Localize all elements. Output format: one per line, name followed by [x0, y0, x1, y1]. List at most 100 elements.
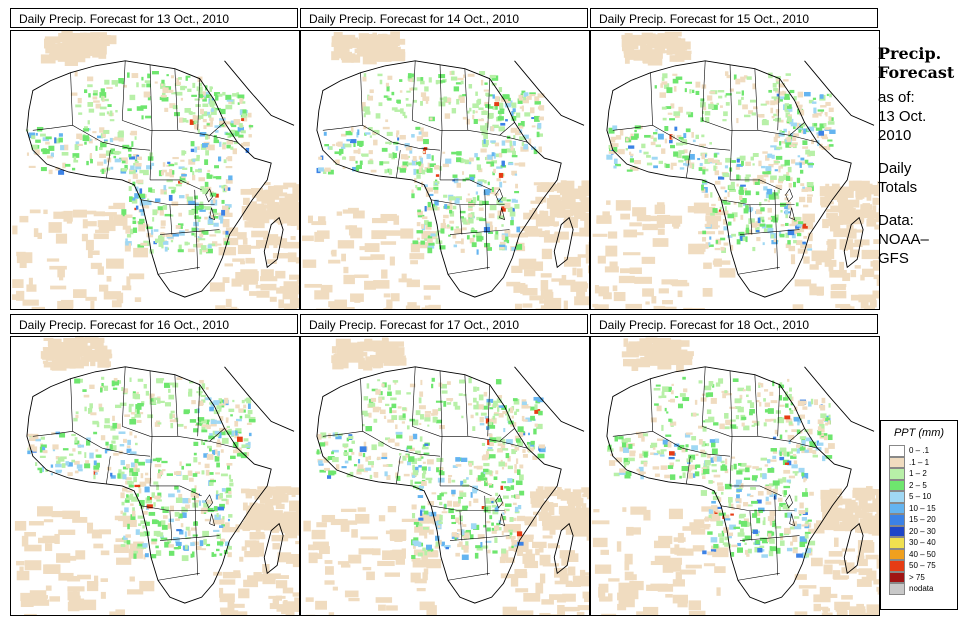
rain-cell	[843, 516, 857, 522]
rain-cell	[207, 219, 213, 225]
rain-cell	[235, 428, 242, 432]
rain-cell	[145, 390, 150, 396]
rain-cell	[788, 245, 796, 252]
rain-cell	[523, 96, 527, 101]
rain-cell	[358, 33, 369, 43]
rain-cell	[55, 463, 62, 468]
rain-cell	[729, 189, 736, 192]
rain-cell	[763, 228, 769, 233]
rain-cell	[837, 191, 848, 203]
rain-cell	[214, 431, 220, 435]
rain-cell	[497, 498, 502, 503]
rain-cell	[42, 535, 59, 544]
rain-cell	[463, 74, 466, 78]
rain-cell	[784, 209, 789, 215]
rain-cell	[206, 111, 210, 116]
rain-cell	[90, 300, 95, 309]
rain-cell	[739, 513, 746, 518]
rain-cell	[169, 103, 176, 109]
rain-cell	[455, 457, 461, 462]
rain-cell	[368, 455, 372, 460]
rain-cell	[101, 382, 104, 388]
rain-cell	[767, 153, 773, 158]
rain-cell	[87, 120, 90, 125]
rain-cell	[467, 403, 472, 406]
rain-cell	[550, 200, 564, 210]
rain-cell	[178, 244, 182, 250]
rain-cell	[420, 510, 423, 516]
rain-cell	[201, 470, 205, 475]
rain-cell	[134, 193, 139, 199]
rain-cell	[489, 204, 497, 211]
rain-cell	[745, 174, 751, 177]
rain-cell	[486, 398, 494, 403]
rain-cell	[295, 540, 299, 545]
rain-cell	[495, 153, 503, 158]
rain-cell	[497, 210, 502, 216]
rain-cell	[493, 525, 500, 531]
rain-cell	[332, 143, 336, 147]
rain-cell	[859, 188, 875, 195]
rain-cell	[735, 479, 742, 485]
rain-cell	[413, 168, 417, 175]
rain-cell	[321, 514, 336, 523]
rain-cell	[222, 277, 230, 283]
rain-cell	[195, 208, 203, 211]
rain-cell	[779, 91, 787, 96]
rain-cell	[357, 464, 364, 470]
rain-cell	[481, 129, 488, 136]
rain-cell	[689, 522, 701, 531]
rain-cell	[391, 415, 398, 420]
rain-cell	[178, 76, 182, 80]
rain-cell	[427, 247, 433, 254]
rain-cell	[192, 551, 195, 558]
rain-cell	[518, 162, 526, 167]
rain-cell	[154, 422, 160, 427]
rain-cell	[427, 221, 432, 227]
rain-cell	[465, 529, 471, 535]
rain-cell	[441, 541, 445, 547]
rain-cell	[630, 153, 634, 157]
rain-cell	[827, 250, 832, 261]
rain-cell	[271, 534, 289, 542]
rain-cell	[526, 441, 530, 446]
rain-cell	[256, 510, 272, 517]
rain-cell	[196, 228, 200, 231]
rain-cell	[451, 479, 456, 483]
rain-cell	[655, 144, 661, 148]
rain-cell	[386, 299, 393, 309]
rain-cell	[232, 399, 235, 403]
rain-cell	[127, 146, 132, 152]
rain-cell	[194, 232, 197, 238]
rain-cell	[126, 589, 144, 595]
rain-cell	[519, 136, 526, 141]
rain-cell	[343, 274, 355, 285]
rain-cell	[439, 97, 445, 101]
rain-cell	[563, 256, 581, 267]
rain-cell	[351, 440, 355, 444]
rain-cell	[154, 238, 159, 243]
rain-cell	[283, 182, 297, 188]
rain-cell	[629, 158, 634, 163]
rain-cell	[57, 51, 71, 62]
rain-cell	[126, 448, 132, 454]
rain-cell	[706, 443, 709, 447]
rain-cell	[762, 151, 768, 154]
rain-cell	[151, 538, 158, 542]
rain-cell	[164, 541, 170, 548]
rain-cell	[538, 133, 543, 137]
rain-cell	[796, 224, 803, 227]
rain-cell	[238, 588, 250, 599]
rain-cell	[710, 212, 715, 216]
rain-cell	[475, 191, 479, 195]
rain-cell	[386, 464, 393, 467]
rain-cell	[797, 155, 801, 158]
rain-cell	[416, 230, 423, 234]
rain-cell	[193, 158, 200, 162]
rain-cell	[39, 469, 43, 474]
rain-cell	[476, 249, 479, 255]
rain-cell	[528, 138, 532, 145]
rain-cell	[104, 418, 110, 424]
rain-cell	[191, 94, 197, 97]
rain-cell	[717, 486, 724, 491]
